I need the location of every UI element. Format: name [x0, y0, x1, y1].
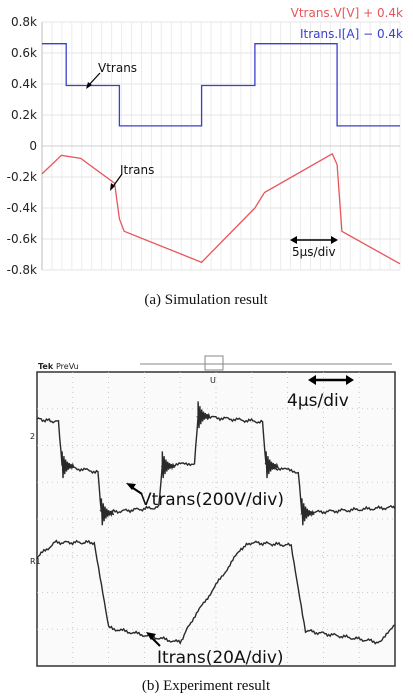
- sim-y-tick-label: -0.4k: [7, 201, 37, 215]
- channel-2-label: 2: [30, 432, 35, 441]
- sim-grid: [41, 21, 401, 271]
- legend-entry-itrans: Itrans.I[A] − 0.4k: [300, 27, 403, 41]
- scope-screen: [36, 371, 396, 667]
- sim-y-tick-label: 0.2k: [11, 108, 37, 122]
- sim-y-ticks: 0.8k 0.6k 0.4k 0.2k 0 -0.2k -0.4k -0.6k -0.8k: [7, 15, 37, 277]
- sim-series: [41, 43, 401, 265]
- trigger-marker: U: [210, 376, 216, 385]
- scope-traces: [36, 375, 396, 647]
- scope-trace-itrans: [36, 539, 395, 645]
- vtrans-scope-annotation: Vtrans(200V/div): [140, 490, 284, 510]
- sim-caption: (a) Simulation result: [144, 292, 268, 308]
- sim-series-itrans: [41, 152, 401, 265]
- scope-brand: Tek: [38, 362, 54, 371]
- sim-y-tick-label: 0.4k: [11, 77, 37, 91]
- simulation-chart: 0.8k 0.6k 0.4k 0.2k 0 -0.2k -0.4k -0.6k -0.8k Vt…: [7, 6, 403, 308]
- vtrans-annotation: Vtrans: [98, 61, 137, 75]
- itrans-annotation: Itrans: [120, 163, 154, 177]
- channel-1-label: R1: [30, 557, 41, 566]
- sim-series-vtrans: [42, 43, 400, 127]
- sim-y-tick-label: -0.6k: [7, 232, 37, 246]
- sim-y-tick-label: 0.6k: [11, 46, 37, 60]
- sim-y-tick-label: 0: [29, 139, 37, 153]
- sim-y-tick-label: -0.8k: [7, 263, 37, 277]
- scope-frame: [36, 355, 396, 667]
- sim-y-tick-label: 0.8k: [11, 15, 37, 29]
- itrans-scope-annotation: Itrans(20A/div): [157, 648, 284, 668]
- scope-scale-annotation: 4μs/div: [287, 391, 349, 411]
- experiment-scope: Tek PreVu U 2 R1 4μs/div Vtrans(200V/div…: [30, 355, 396, 694]
- legend-entry-vtrans: Vtrans.V[V] + 0.4k: [291, 6, 403, 20]
- sim-scale-annotation: 5μs/div: [292, 245, 336, 259]
- sim-y-tick-label: -0.2k: [7, 170, 37, 184]
- exp-caption: (b) Experiment result: [142, 678, 271, 694]
- sim-annotation-arrows: [86, 72, 338, 244]
- scope-trace-vtrans: [36, 401, 396, 526]
- scope-annotation-arrows: [126, 375, 354, 647]
- scope-mode: PreVu: [56, 362, 79, 371]
